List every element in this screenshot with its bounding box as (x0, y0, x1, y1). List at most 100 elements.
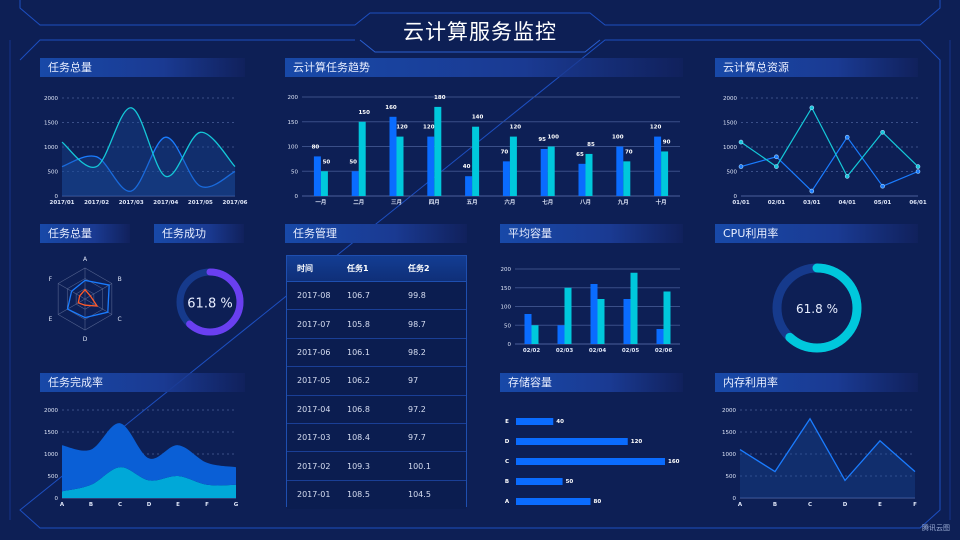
y-tick-label: 2000 (722, 408, 736, 414)
cell-task1: 106.2 (347, 376, 370, 386)
y-tick-label: 1500 (722, 430, 736, 436)
trend-chart: 0 50 100 150 200 一月 二月 三月 四月 五月 六月 七月 八月 九月 十月 80 50 160 1… (288, 95, 680, 206)
bar-data-label: 100 (612, 135, 624, 141)
bar-series-2 (663, 291, 671, 344)
y-tick-label: 1500 (723, 121, 737, 127)
x-tick-label: A (60, 502, 65, 508)
x-tick-label: 一月 (315, 198, 326, 206)
gauge-value-label: 61.8 % (187, 297, 232, 312)
y-tick-label: 200 (501, 267, 512, 273)
area-fill-1 (740, 418, 915, 498)
bar-data-label: 140 (472, 115, 484, 121)
bar-series-1 (623, 299, 631, 344)
data-point (738, 164, 744, 169)
hbar-data-label: 120 (631, 439, 643, 445)
bar-series-2 (547, 146, 555, 196)
x-tick-label: 03/01 (803, 200, 820, 206)
cell-task2: 99.8 (408, 291, 426, 301)
cell-task2: 98.7 (408, 319, 426, 329)
x-tick-label: 05/01 (874, 200, 891, 206)
x-tick-label: 2017/01 (50, 200, 75, 206)
bar-series-2 (585, 153, 593, 196)
radar-axis (58, 298, 86, 315)
x-tick-label: 五月 (467, 198, 478, 206)
x-tick-label: E (176, 502, 180, 508)
line-series-2 (740, 106, 919, 178)
radar-indicator-label: C (118, 316, 122, 323)
table-row: 2017-04 106.8 97.2 (287, 395, 466, 424)
bar-series-1 (540, 148, 548, 196)
bar-series-2 (661, 151, 669, 196)
bar-data-label: 120 (510, 125, 522, 131)
col-header-task2: 任务2 (408, 264, 430, 273)
radar-indicator-label: E (48, 316, 52, 323)
data-point (844, 174, 850, 179)
data-point (915, 164, 921, 169)
y-tick-label: 0 (55, 496, 59, 502)
y-tick-label: 50 (291, 169, 298, 175)
x-tick-label: 02/02 (523, 348, 540, 354)
line-series-1 (61, 136, 236, 192)
y-tick-label: 100 (288, 145, 299, 151)
x-tick-label: C (808, 502, 812, 508)
hbar (516, 438, 628, 445)
y-tick-label: D (505, 439, 510, 445)
bar-series-1 (313, 156, 321, 196)
cell-task2: 104.5 (408, 490, 431, 500)
bar-data-label: 70 (625, 149, 633, 155)
y-tick-label: 500 (727, 170, 738, 176)
avg-chart: 0 50 100 150 200 02/02 02/03 02/04 02/05 02/06 (501, 267, 680, 354)
bar-data-label: 95 (538, 137, 546, 143)
x-tick-label: E (878, 502, 882, 508)
y-tick-label: 1500 (44, 121, 58, 127)
bar-data-label: 40 (463, 164, 471, 170)
radar-series-2 (77, 288, 99, 307)
table-row: 2017-06 106.1 98.2 (287, 338, 466, 368)
y-tick-label: 1000 (44, 452, 58, 458)
gauge-progress (772, 263, 862, 353)
radar-indicator-label: F (49, 276, 53, 283)
memory-chart: 0 500 1000 1500 2000 A B C D E F (722, 408, 917, 508)
page-title: 云计算服务监控 (403, 20, 557, 44)
y-tick-label: C (505, 459, 509, 465)
bar-series-1 (557, 325, 565, 344)
bar-data-label: 120 (650, 125, 662, 131)
hbar (516, 478, 563, 485)
bar-series-2 (472, 126, 480, 196)
cell-time: 2017-03 (297, 433, 331, 443)
y-tick-label: 150 (501, 286, 512, 292)
data-point (915, 169, 921, 174)
cell-task2: 97.2 (408, 404, 426, 414)
y-tick-label: 500 (726, 474, 737, 480)
bar-series-1 (654, 136, 662, 196)
bar-series-1 (351, 171, 359, 196)
panel-header-completion: 任务完成率 (40, 373, 245, 392)
cell-time: 2017-08 (297, 291, 331, 301)
bar-data-label: 70 (501, 149, 509, 155)
area-fill-1 (62, 137, 235, 196)
data-point (809, 105, 815, 111)
y-tick-label: 0 (508, 342, 512, 348)
x-tick-label: 三月 (391, 198, 402, 206)
table-row: 2017-01 108.5 104.5 (287, 480, 466, 510)
bar-data-label: 160 (385, 105, 397, 111)
data-point (774, 154, 779, 160)
y-tick-label: 0 (55, 194, 59, 200)
panel-header-cpu: CPU利用率 (715, 224, 918, 243)
bar-data-label: 50 (323, 159, 331, 165)
task-table: 时间 任务1 任务2 2017-08 106.7 99.8 2017-07 105.8… (286, 255, 467, 510)
x-tick-label: 2017/03 (119, 200, 144, 206)
panel-header-memory: 内存利用率 (715, 373, 918, 392)
x-tick-label: 04/01 (839, 200, 856, 206)
bar-series-1 (427, 136, 435, 196)
x-tick-label: 二月 (353, 198, 364, 206)
cell-task1: 109.3 (347, 461, 370, 471)
bar-series-1 (502, 161, 510, 196)
bar-data-label: 120 (396, 125, 408, 131)
bar-data-label: 65 (576, 152, 584, 158)
panel-header-total-resource: 云计算总资源 (715, 58, 918, 77)
x-tick-label: 02/04 (589, 348, 606, 354)
cell-task2: 97 (408, 376, 419, 386)
line-series-1 (740, 136, 919, 193)
